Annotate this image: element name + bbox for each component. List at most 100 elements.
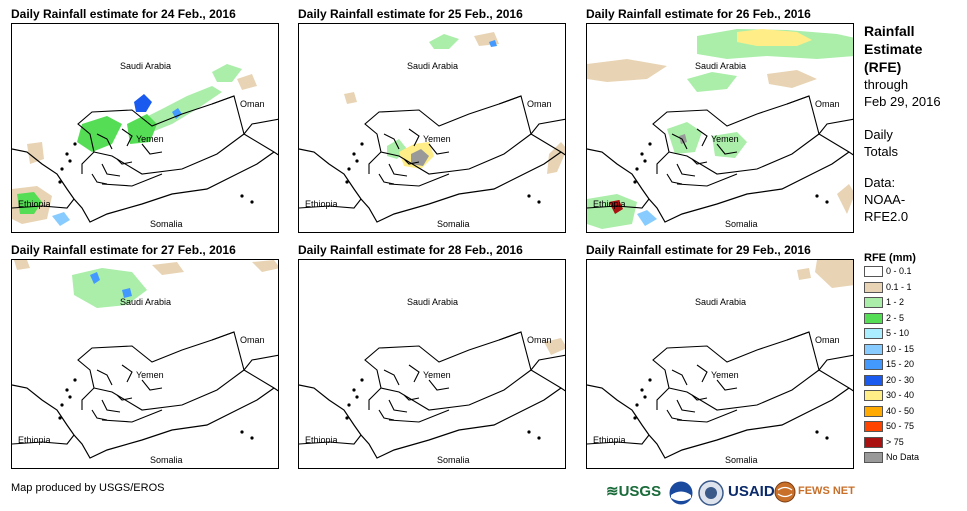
border xyxy=(12,434,75,445)
legend-item: 50 - 75 xyxy=(864,421,964,437)
island xyxy=(527,194,531,198)
border xyxy=(428,379,450,391)
country-label: Oman xyxy=(240,99,265,109)
rainfall-area xyxy=(767,70,817,88)
rainfall-map: Saudi Arabia Oman Yemen Ethiopia Somalia xyxy=(299,32,565,229)
rainfall-area xyxy=(90,272,100,284)
rainfall-area xyxy=(127,114,157,144)
rainfall-area xyxy=(14,260,30,270)
rainfall-area xyxy=(687,72,737,92)
island xyxy=(635,403,639,407)
border xyxy=(652,95,853,174)
rainfall-area xyxy=(679,134,687,144)
island xyxy=(60,403,64,407)
noaa-logo-icon xyxy=(668,480,694,506)
panel-title: Daily Rainfall estimate for 29 Feb., 201… xyxy=(586,243,811,257)
legend-label: 15 - 20 xyxy=(886,359,915,369)
border xyxy=(93,133,245,175)
border xyxy=(383,133,400,150)
border xyxy=(818,354,853,371)
legend-item: > 75 xyxy=(864,437,964,453)
border xyxy=(77,331,278,410)
border xyxy=(676,399,696,413)
legend-label: 0.1 - 1 xyxy=(886,281,912,292)
usgs-logo-text: USGS xyxy=(618,483,662,500)
country-label: Saudi Arabia xyxy=(120,297,171,307)
rainfall-area xyxy=(797,268,811,280)
legend-item: 5 - 10 xyxy=(864,328,964,344)
rfe-legend: RFE (mm) 0 - 0.1 0.1 - 1 1 - 2 2 - 5 5 - 10 1… xyxy=(864,252,964,468)
border xyxy=(666,173,683,185)
island xyxy=(537,200,541,204)
country-label: Oman xyxy=(527,335,552,345)
border xyxy=(696,128,708,147)
legend-item: 15 - 20 xyxy=(864,359,964,375)
island xyxy=(537,436,541,440)
border xyxy=(671,133,688,150)
legend-label: 30 - 40 xyxy=(886,390,915,400)
border xyxy=(12,198,75,209)
island xyxy=(648,378,652,382)
sidebar-source: RFE2.0 xyxy=(864,209,909,224)
country-label: Somalia xyxy=(150,455,183,465)
country-label: Yemen xyxy=(711,134,739,144)
border xyxy=(299,434,362,445)
legend-swatch xyxy=(864,328,883,340)
border xyxy=(530,354,565,371)
rainfall-area xyxy=(212,64,242,82)
border xyxy=(91,173,108,185)
island xyxy=(635,167,639,171)
rainfall-area xyxy=(344,92,357,104)
border xyxy=(77,95,278,174)
border xyxy=(243,354,278,371)
rainfall-area xyxy=(489,40,497,47)
map-credit: Map produced by USGS/EROS xyxy=(11,482,165,494)
rainfall-area xyxy=(609,200,623,214)
border xyxy=(408,364,420,383)
legend-swatch xyxy=(864,359,883,371)
border xyxy=(101,163,121,177)
country-label: Saudi Arabia xyxy=(695,61,746,71)
legend-label: 50 - 75 xyxy=(886,421,915,431)
rainfall-map: Saudi Arabia Oman Yemen Ethiopia Somalia xyxy=(587,260,853,465)
legend-swatch xyxy=(864,436,883,448)
panel-title: Daily Rainfall estimate for 26 Feb., 201… xyxy=(586,7,811,21)
island xyxy=(643,159,647,163)
border xyxy=(652,331,853,410)
legend-item: 0 - 0.1 xyxy=(864,266,964,282)
border xyxy=(121,364,133,383)
legend-item: 40 - 50 xyxy=(864,406,964,422)
rainfall-area xyxy=(252,260,278,272)
border xyxy=(380,133,532,175)
island xyxy=(347,167,351,171)
legend-item: 20 - 30 xyxy=(864,375,964,391)
border xyxy=(408,128,420,147)
legend-label: 1 - 2 xyxy=(886,297,905,307)
rainfall-area xyxy=(637,210,657,226)
coastline xyxy=(12,148,275,223)
border xyxy=(666,409,683,421)
country-label: Yemen xyxy=(136,134,164,144)
country-label: Ethiopia xyxy=(593,435,626,445)
panel-title: Daily Rainfall estimate for 24 Feb., 201… xyxy=(11,7,236,21)
rainfall-map: Saudi Arabia Oman Yemen Ethiopia Somalia xyxy=(587,29,853,229)
panel-title: Daily Rainfall estimate for 28 Feb., 201… xyxy=(298,243,523,257)
island xyxy=(347,403,351,407)
legend-title: RFE (mm) xyxy=(864,252,916,264)
fews-net-logo: FEWS NET xyxy=(798,485,855,497)
map-frame: Saudi Arabia Oman Yemen Ethiopia Somalia xyxy=(298,259,566,469)
border xyxy=(786,331,810,341)
map-frame: Saudi Arabia Oman Yemen Ethiopia Somalia xyxy=(586,259,854,469)
border xyxy=(91,409,108,421)
island xyxy=(240,194,244,198)
border xyxy=(96,369,113,386)
rainfall-area xyxy=(547,142,565,174)
country-label: Somalia xyxy=(725,219,758,229)
rainfall-area xyxy=(737,29,812,46)
island xyxy=(345,416,349,420)
map-frame: Saudi Arabia Oman Yemen Ethiopia Somalia xyxy=(11,23,279,233)
border xyxy=(716,379,738,391)
rainfall-area xyxy=(544,338,565,355)
border xyxy=(243,118,278,135)
rainfall-area xyxy=(172,108,182,119)
